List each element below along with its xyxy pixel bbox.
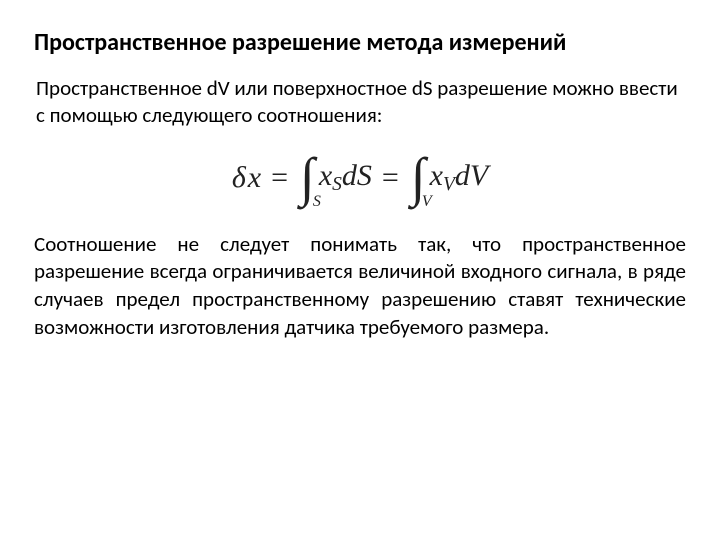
integral-2-sub: V [422, 197, 432, 207]
integral-1-sub: S [313, 197, 321, 207]
formula: δx = ∫ S xSdS = ∫ V xVdV [232, 155, 488, 201]
slide: Пространственное разрешение метода измер… [0, 0, 720, 540]
int1-diff: dS [342, 159, 372, 192]
int2-diff: dV [455, 159, 488, 192]
slide-title: Пространственное разрешение метода измер… [34, 28, 686, 57]
int2-var: x [430, 159, 443, 192]
formula-eq-1: = [271, 161, 288, 195]
integral-1: ∫ S [300, 155, 315, 201]
formula-delta: δ [232, 161, 246, 195]
formula-eq-2: = [382, 161, 399, 195]
formula-block: δx = ∫ S xSdS = ∫ V xVdV [34, 155, 686, 201]
body-paragraph: Соотношение не следует понимать так, что… [34, 231, 686, 342]
integral-2: ∫ V [411, 155, 426, 201]
formula-lhs-var: x [248, 161, 261, 195]
int1-varsub: S [332, 174, 342, 195]
intro-paragraph: Пространственное dV или поверхностное dS… [34, 75, 686, 129]
int1-var: x [319, 159, 332, 192]
integral-1-integrand: xSdS [319, 159, 372, 196]
int2-varsub: V [443, 174, 455, 195]
integral-2-integrand: xVdV [430, 159, 489, 196]
